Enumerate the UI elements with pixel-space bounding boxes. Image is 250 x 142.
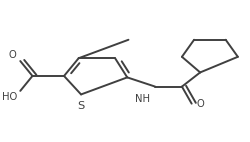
Text: S: S [78,101,85,111]
Text: NH: NH [135,94,150,104]
Text: HO: HO [2,92,17,102]
Text: O: O [8,50,16,60]
Text: O: O [196,99,204,109]
